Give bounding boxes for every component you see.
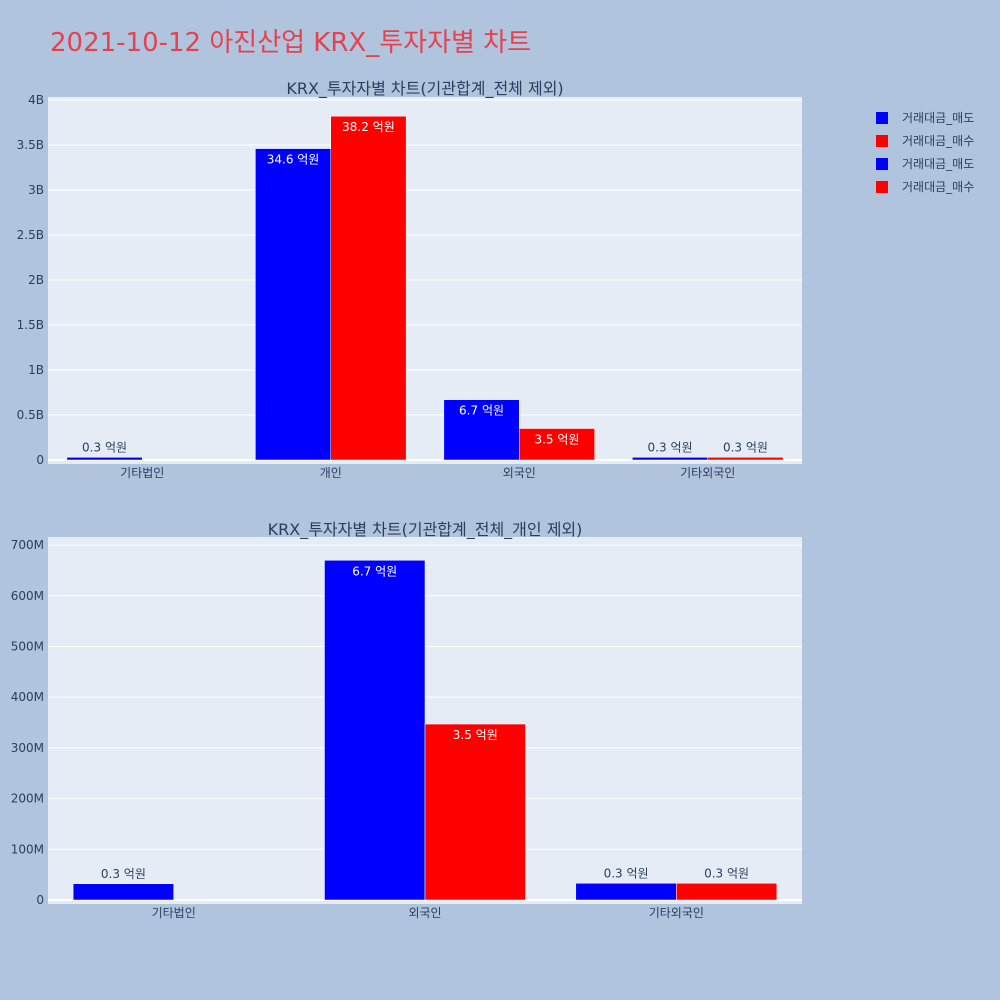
y-tick-label: 600M	[11, 589, 44, 603]
bar-sell	[324, 560, 426, 901]
y-tick-label: 0	[36, 893, 44, 907]
bar-buy	[676, 883, 778, 901]
bar-sell	[632, 457, 708, 461]
bar-buy	[424, 723, 526, 901]
data-label: 0.3 억원	[704, 866, 749, 880]
y-tick-label: 200M	[11, 792, 44, 806]
data-label: 3.5 억원	[534, 433, 579, 447]
legend-item-sell-2[interactable]: 거래대금_매도	[876, 152, 974, 175]
data-label: 3.5 억원	[453, 728, 498, 742]
legend: 거래대금_매도 거래대금_매수 거래대금_매도 거래대금_매수	[876, 106, 974, 198]
bar-sell	[575, 883, 677, 901]
x-tick-label: 기타법인	[152, 906, 196, 920]
bar-sell	[66, 457, 143, 461]
legend-item-buy-2[interactable]: 거래대금_매수	[876, 175, 974, 198]
data-label: 0.3 억원	[101, 867, 146, 881]
chart-title: KRX_투자자별 차트(기관합계_전체 제외)	[286, 79, 563, 99]
bar-buy	[519, 428, 595, 461]
bar-sell	[72, 883, 174, 901]
y-tick-label: 3B	[28, 183, 44, 197]
legend-swatch-sell	[876, 111, 888, 124]
data-label: 0.3 억원	[648, 440, 693, 454]
y-tick-label: 4B	[28, 93, 44, 107]
legend-label: 거래대금_매수	[902, 180, 975, 194]
x-tick-label: 외국인	[408, 906, 441, 920]
x-tick-label: 개인	[320, 466, 342, 480]
y-tick-label: 700M	[11, 538, 44, 552]
data-label: 0.3 억원	[82, 440, 127, 454]
bar-buy	[330, 115, 407, 461]
legend-label: 거래대금_매도	[902, 111, 975, 125]
chart-title: KRX_투자자별 차트(기관합계_전체_개인 제외)	[268, 520, 583, 540]
x-tick-label: 기타외국인	[680, 466, 735, 480]
y-tick-label: 1.5B	[17, 318, 44, 332]
data-label: 34.6 억원	[267, 153, 320, 167]
bar-buy	[707, 457, 784, 461]
data-label: 6.7 억원	[352, 564, 397, 578]
x-tick-label: 기타외국인	[649, 906, 704, 920]
x-tick-label: 외국인	[503, 466, 536, 480]
y-tick-label: 400M	[11, 690, 44, 704]
y-tick-label: 0.5B	[17, 408, 44, 422]
data-label: 0.3 억원	[723, 440, 768, 454]
bar-sell	[255, 148, 332, 461]
legend-label: 거래대금_매수	[902, 134, 975, 148]
y-tick-label: 1B	[28, 363, 44, 377]
y-tick-label: 100M	[11, 842, 44, 856]
y-tick-label: 0	[36, 453, 44, 467]
y-tick-label: 3.5B	[17, 138, 44, 152]
y-tick-label: 500M	[11, 639, 44, 653]
y-tick-label: 300M	[11, 741, 44, 755]
page-title: 2021-10-12 아진산업 KRX_투자자별 차트	[50, 28, 532, 58]
y-tick-label: 2.5B	[17, 228, 44, 242]
legend-item-buy-1[interactable]: 거래대금_매수	[876, 129, 974, 152]
legend-swatch-sell	[876, 157, 888, 170]
legend-item-sell-1[interactable]: 거래대금_매도	[876, 106, 974, 129]
legend-label: 거래대금_매도	[902, 157, 975, 171]
legend-swatch-buy	[876, 134, 888, 147]
data-label: 0.3 억원	[604, 866, 649, 880]
data-label: 38.2 억원	[342, 120, 395, 134]
y-tick-label: 2B	[28, 273, 44, 287]
legend-swatch-buy	[876, 180, 888, 193]
data-label: 6.7 억원	[459, 404, 504, 418]
x-tick-label: 기타법인	[120, 466, 164, 480]
bar-sell	[443, 399, 520, 461]
